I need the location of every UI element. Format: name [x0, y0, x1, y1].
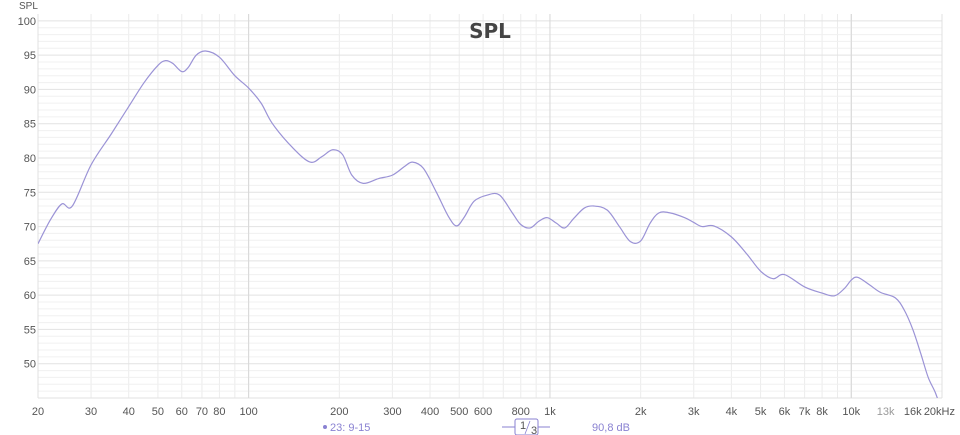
x-tick-label: 20 [32, 406, 44, 418]
x-tick-label: 400 [421, 406, 439, 418]
y-tick-label: 95 [24, 50, 36, 62]
x-tick-label: 300 [383, 406, 401, 418]
x-tick-label: 16k [904, 406, 922, 418]
x-tick-label: 600 [474, 406, 492, 418]
y-tick-label: 90 [24, 84, 36, 96]
x-tick-label: 80 [213, 406, 225, 418]
y-tick-label: 65 [24, 256, 36, 268]
x-tick-label: 60 [176, 406, 188, 418]
smoothing-denominator: 3 [531, 425, 537, 435]
y-tick-label: 100 [18, 16, 36, 28]
y-tick-label: 85 [24, 119, 36, 131]
y-tick-label: 80 [24, 153, 36, 165]
x-tick-label: 40 [123, 406, 135, 418]
smoothing-handle[interactable] [514, 418, 539, 435]
series-group [38, 50, 938, 398]
spl-curve [38, 50, 938, 398]
x-tick-label: 1k [544, 406, 556, 418]
x-tick-label: 70 [196, 406, 208, 418]
x-tick-label: 7k [799, 406, 811, 418]
x-tick-label: 10k [842, 406, 860, 418]
y-tick-label: 55 [24, 324, 36, 336]
chart-title: SPL [469, 19, 511, 43]
smoothing-numerator: 1 [520, 420, 526, 432]
x-tick-label: 4k [726, 406, 738, 418]
x-tick-label: 100 [239, 406, 257, 418]
y-tick-label: 70 [24, 222, 36, 234]
x-tick-label: 13k [877, 406, 895, 418]
x-tick-label: 20kHz [924, 406, 955, 418]
x-tick-label: 50 [152, 406, 164, 418]
x-tick-label: 3k [688, 406, 700, 418]
y-tick-label: 60 [24, 290, 36, 302]
minor-grid [37, 14, 943, 398]
x-tick-labels: 20 30 40 50 60 70 80 100 200 300 400 500 600 800 1k 2k 3… [32, 406, 955, 418]
y-tick-label: 50 [24, 359, 36, 371]
legend-label[interactable]: 23: 9-15 [330, 422, 370, 434]
y-tick-label: 75 [24, 187, 36, 199]
x-tick-label: 200 [330, 406, 348, 418]
x-tick-label: 500 [450, 406, 468, 418]
x-tick-label: 30 [85, 406, 97, 418]
spl-readout: 90,8 dB [592, 422, 630, 434]
x-tick-label: 800 [512, 406, 530, 418]
legend-swatch [323, 425, 327, 429]
x-tick-label: 2k [635, 406, 647, 418]
smoothing-control[interactable]: 1 3 [502, 418, 550, 435]
y-axis-label: SPL [19, 1, 38, 12]
x-tick-label: 6k [779, 406, 791, 418]
smoothing-fraction-slash [524, 420, 531, 435]
x-tick-label: 8k [816, 406, 828, 418]
y-tick-labels: 100 95 90 85 80 75 70 65 60 55 50 [18, 16, 36, 371]
x-tick-label: 5k [755, 406, 767, 418]
major-grid [37, 14, 943, 399]
